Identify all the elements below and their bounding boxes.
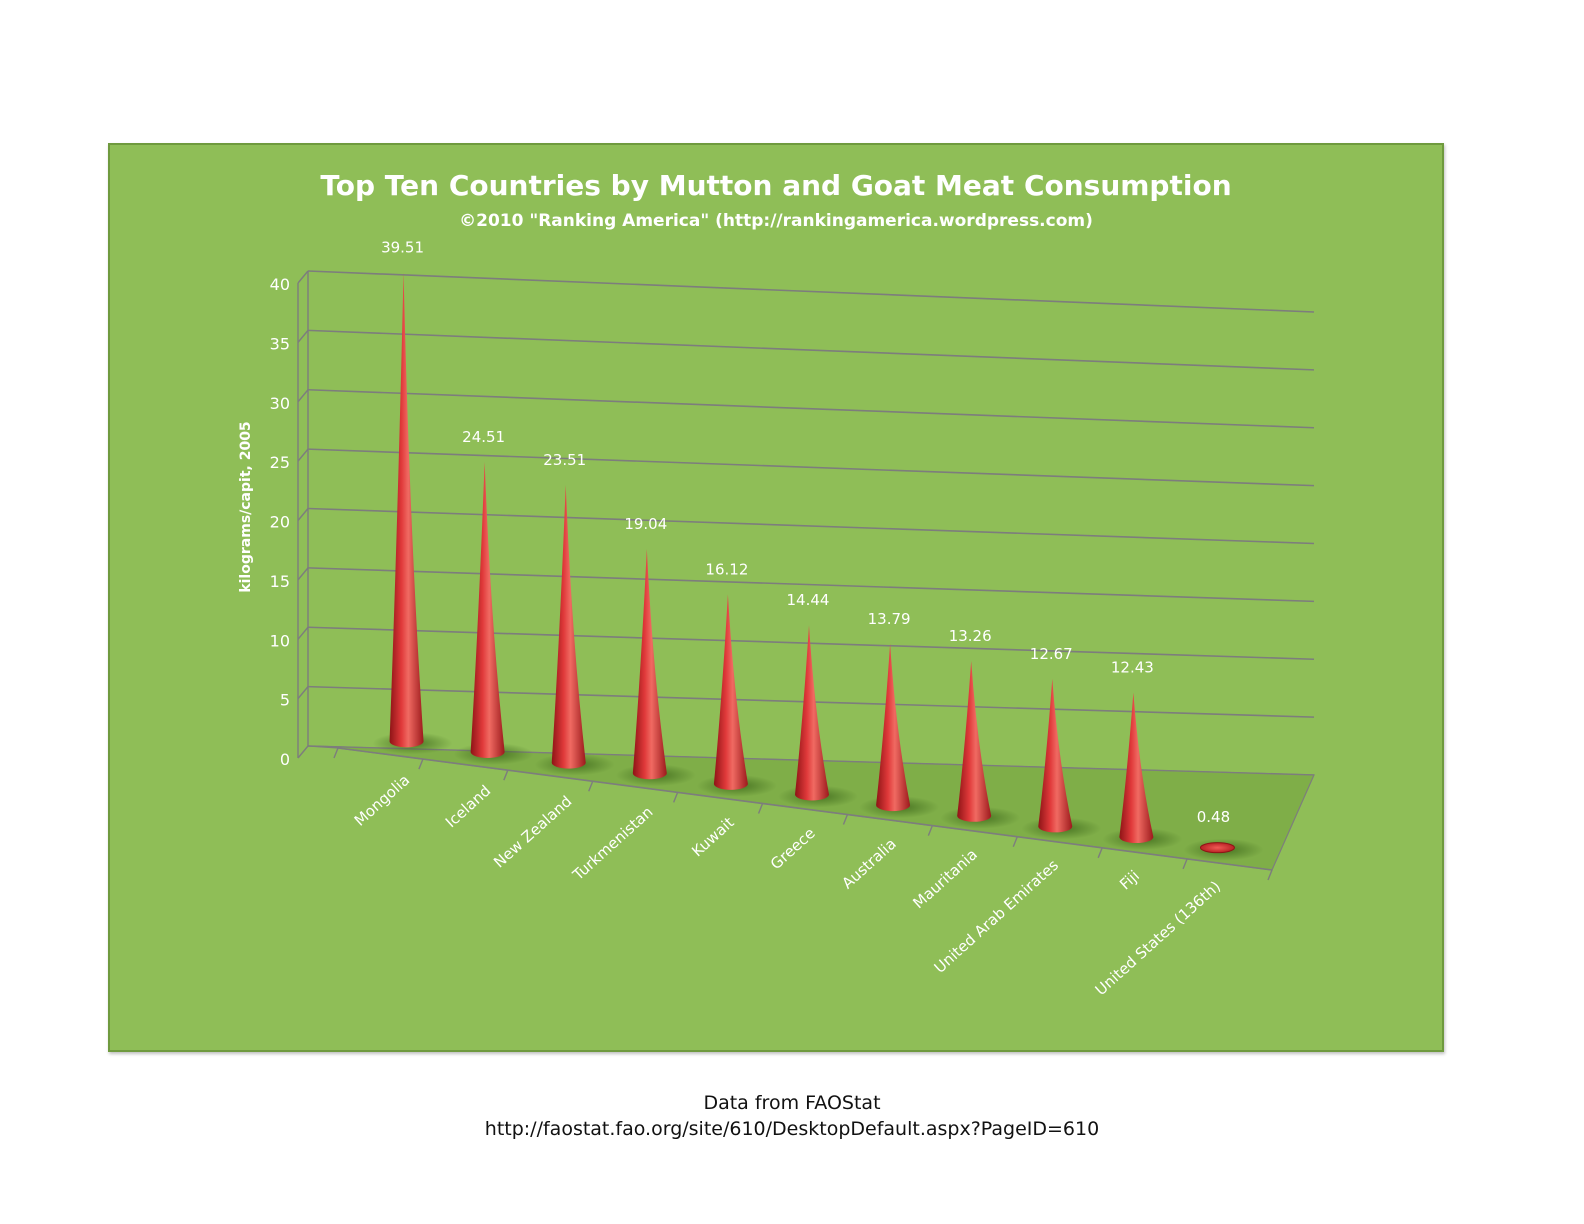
side-gridline xyxy=(297,448,309,462)
value-label: 24.51 xyxy=(462,428,505,446)
value-label: 0.48 xyxy=(1197,808,1230,826)
cone-bar xyxy=(1038,678,1073,833)
gridline xyxy=(307,507,1315,545)
cone-bar xyxy=(957,661,992,822)
y-tick-label: 20 xyxy=(270,513,290,532)
cone-bar xyxy=(1119,692,1154,844)
x-tick xyxy=(1097,847,1103,859)
y-tick-label: 40 xyxy=(270,275,290,294)
side-gridline xyxy=(297,745,309,759)
footer: Data from FAOStat http://faostat.fao.org… xyxy=(0,1090,1584,1142)
cone-bar xyxy=(876,643,911,812)
category-label: Mauritania xyxy=(909,845,980,912)
value-label: 12.43 xyxy=(1111,659,1154,677)
side-gridline xyxy=(297,567,309,581)
value-label: 14.44 xyxy=(787,591,830,609)
value-label: 16.12 xyxy=(705,560,748,578)
y-tick-label: 25 xyxy=(270,453,290,472)
cone-bar xyxy=(551,485,586,769)
x-tick xyxy=(588,781,594,792)
gridline xyxy=(307,388,1315,429)
category-label: Fiji xyxy=(1116,867,1143,894)
y-tick-label: 30 xyxy=(270,394,290,413)
x-tick xyxy=(418,758,424,770)
cone-bar xyxy=(389,272,424,748)
gridline xyxy=(307,567,1315,603)
chart-panel: Top Ten Countries by Mutton and Goat Mea… xyxy=(108,143,1444,1052)
gridline xyxy=(307,270,1315,313)
value-label: 13.79 xyxy=(868,610,911,628)
x-tick xyxy=(842,814,849,825)
category-label: Greece xyxy=(767,824,819,873)
cone-bar xyxy=(795,625,829,801)
value-label: 19.04 xyxy=(624,515,667,533)
gridline xyxy=(307,626,1315,661)
cone-bar xyxy=(470,461,505,758)
x-tick xyxy=(1182,858,1188,870)
source-note: Data from FAOStat xyxy=(703,1092,881,1114)
marks-layer xyxy=(389,272,1235,854)
x-tick xyxy=(1012,836,1018,847)
cone-bar xyxy=(632,548,667,780)
value-label: 12.67 xyxy=(1030,645,1073,663)
y-tick-label: 10 xyxy=(270,631,290,650)
y-tick-label: 0 xyxy=(280,750,290,769)
source-url: http://faostat.fao.org/site/610/DesktopD… xyxy=(484,1118,1100,1140)
category-label: Australia xyxy=(838,835,899,893)
value-label: 39.51 xyxy=(381,239,424,257)
category-label: New Zealand xyxy=(490,792,575,871)
value-label: 23.51 xyxy=(543,451,586,469)
x-tick xyxy=(333,747,339,759)
y-tick-label: 15 xyxy=(270,572,290,591)
category-label: Turkmenistan xyxy=(569,803,657,885)
side-gridline xyxy=(297,626,309,640)
x-tick xyxy=(927,825,934,836)
value-label: 13.26 xyxy=(949,627,992,645)
x-tick xyxy=(757,803,764,814)
x-tick xyxy=(503,769,509,781)
gridline xyxy=(307,448,1315,487)
side-gridline xyxy=(297,508,309,521)
x-tick xyxy=(1267,869,1273,881)
chart-title: Top Ten Countries by Mutton and Goat Mea… xyxy=(320,169,1231,202)
chart-subtitle: ©2010 "Ranking America" (http://rankinga… xyxy=(459,211,1093,231)
y-axis-label: kilograms/capit, 2005 xyxy=(238,421,254,592)
category-label: Kuwait xyxy=(688,813,737,860)
gridline xyxy=(307,329,1315,371)
side-gridline xyxy=(297,389,309,403)
x-tick xyxy=(672,792,679,803)
side-gridline xyxy=(297,329,309,343)
cone-bar xyxy=(713,594,748,790)
x-axis-line xyxy=(337,747,1273,871)
category-label: Mongolia xyxy=(351,771,413,830)
category-label: United States (136th) xyxy=(1092,877,1224,999)
y-tick-label: 5 xyxy=(280,691,290,710)
chart-svg: Top Ten Countries by Mutton and Goat Mea… xyxy=(238,169,1315,999)
category-label: Iceland xyxy=(442,782,494,832)
side-gridline xyxy=(297,270,309,284)
y-tick-label: 35 xyxy=(270,334,290,353)
side-gridline xyxy=(297,686,309,700)
cone-bar xyxy=(1199,842,1235,854)
